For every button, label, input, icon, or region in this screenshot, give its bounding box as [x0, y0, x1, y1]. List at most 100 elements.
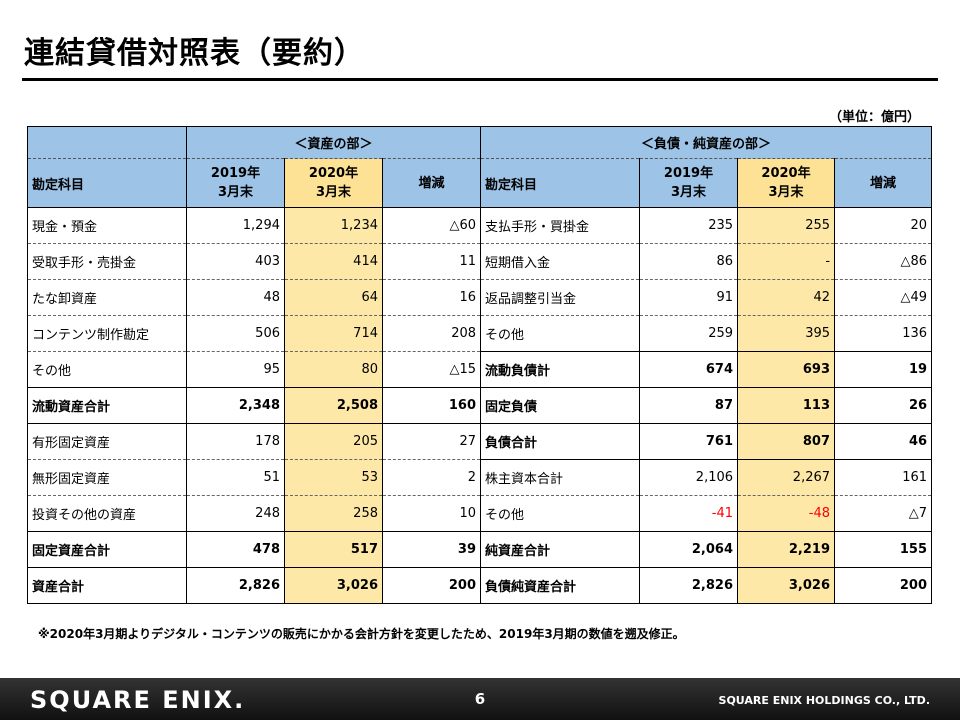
- asset-2020-value: 3,026: [284, 567, 383, 604]
- table-row: 投資その他の資産 248 258 10 その他 -41 -48 △7: [27, 495, 933, 532]
- asset-label: 無形固定資産: [27, 459, 187, 496]
- liability-label: 短期借入金: [480, 243, 641, 280]
- liability-2020-value: 42: [737, 279, 836, 316]
- assets-2019-header: 2019年 3月末: [186, 158, 285, 208]
- section-header-row: ＜資産の部＞ ＜負債・純資産の部＞: [27, 126, 933, 159]
- liability-label: 支払手形・買掛金: [480, 207, 641, 244]
- liabilities-section-header: ＜負債・純資産の部＞: [480, 126, 933, 159]
- assets-change-header: 増減: [381, 158, 482, 208]
- liabilities-2019-header-line1: 2019年: [663, 166, 714, 181]
- liability-2020-value: -48: [737, 495, 836, 532]
- liability-2019-value: 87: [639, 387, 739, 424]
- asset-2019-value: 2,348: [186, 387, 285, 424]
- liability-change-value: 26: [834, 387, 933, 424]
- liability-change-value: 20: [834, 207, 933, 244]
- liability-label: その他: [480, 495, 641, 532]
- asset-change-value: 200: [381, 567, 482, 604]
- asset-2019-value: 178: [186, 423, 285, 460]
- asset-2019-value: 403: [186, 243, 285, 280]
- asset-label: 有形固定資産: [27, 423, 187, 460]
- asset-2019-value: 95: [186, 351, 285, 388]
- liability-2019-value: 2,064: [639, 531, 739, 568]
- liability-change-value: 19: [834, 351, 933, 388]
- assets-2019-header-line2: 3月末: [217, 185, 254, 200]
- company-name: SQUARE ENIX HOLDINGS CO., LTD.: [718, 694, 930, 707]
- liability-2020-value: -: [737, 243, 836, 280]
- asset-change-value: 160: [381, 387, 482, 424]
- asset-label: 受取手形・売掛金: [27, 243, 187, 280]
- asset-2020-value: 53: [284, 459, 383, 496]
- liability-change-value: 46: [834, 423, 933, 460]
- liability-change-value: △7: [834, 495, 933, 532]
- asset-change-value: 11: [381, 243, 482, 280]
- liability-label: 株主資本合計: [480, 459, 641, 496]
- asset-2019-value: 48: [186, 279, 285, 316]
- asset-label: 流動資産合計: [27, 387, 187, 424]
- unit-label: （単位：億円）: [828, 110, 920, 125]
- section-spacer: [27, 126, 187, 159]
- table-row: コンテンツ制作勘定 506 714 208 その他 259 395 136: [27, 315, 933, 352]
- liabilities-2019-header-line2: 3月末: [670, 185, 707, 200]
- liability-label: その他: [480, 315, 641, 352]
- asset-2019-value: 478: [186, 531, 285, 568]
- liability-label: 流動負債計: [480, 351, 641, 388]
- table-row: 固定資産合計 478 517 39 純資産合計 2,064 2,219 155: [27, 531, 933, 568]
- asset-2020-value: 64: [284, 279, 383, 316]
- liability-2020-value: 693: [737, 351, 836, 388]
- table-row: 受取手形・売掛金 403 414 11 短期借入金 86 - △86: [27, 243, 933, 280]
- liability-2020-value: 2,267: [737, 459, 836, 496]
- assets-2019-header-line1: 2019年: [210, 166, 261, 181]
- assets-2020-header: 2020年 3月末: [284, 158, 383, 208]
- asset-2019-value: 506: [186, 315, 285, 352]
- asset-label: 資産合計: [27, 567, 187, 604]
- liabilities-change-header: 増減: [834, 158, 933, 208]
- asset-change-value: 10: [381, 495, 482, 532]
- assets-2020-header-line2: 3月末: [315, 185, 352, 200]
- liability-2020-value: 807: [737, 423, 836, 460]
- asset-2020-value: 2,508: [284, 387, 383, 424]
- table-row: 有形固定資産 178 205 27 負債合計 761 807 46: [27, 423, 933, 460]
- liability-2019-value: 2,106: [639, 459, 739, 496]
- liability-change-value: 136: [834, 315, 933, 352]
- liabilities-2020-header-line1: 2020年: [761, 166, 811, 181]
- table-row: 資産合計 2,826 3,026 200 負債純資産合計 2,826 3,026…: [27, 567, 933, 604]
- page-number: 6: [474, 690, 486, 708]
- asset-label: その他: [27, 351, 187, 388]
- asset-2020-value: 1,234: [284, 207, 383, 244]
- liability-2020-value: 2,219: [737, 531, 836, 568]
- liability-2019-value: 235: [639, 207, 739, 244]
- asset-change-value: 208: [381, 315, 482, 352]
- liability-label: 純資産合計: [480, 531, 641, 568]
- asset-change-value: △60: [381, 207, 482, 244]
- asset-2020-value: 205: [284, 423, 383, 460]
- liability-change-value: 155: [834, 531, 933, 568]
- asset-change-value: 27: [381, 423, 482, 460]
- liability-2020-value: 3,026: [737, 567, 836, 604]
- asset-2019-value: 248: [186, 495, 285, 532]
- asset-change-value: △15: [381, 351, 482, 388]
- liability-2020-value: 395: [737, 315, 836, 352]
- page-title: 連結貸借対照表（要約）: [24, 36, 365, 71]
- asset-label: コンテンツ制作勘定: [27, 315, 187, 352]
- liability-label: 固定負債: [480, 387, 641, 424]
- title-underline: [22, 78, 938, 81]
- asset-2019-value: 1,294: [186, 207, 285, 244]
- liabilities-2019-header: 2019年 3月末: [639, 158, 739, 208]
- liability-change-value: 200: [834, 567, 933, 604]
- asset-2020-value: 517: [284, 531, 383, 568]
- asset-label: たな卸資産: [27, 279, 187, 316]
- table-row: 無形固定資産 51 53 2 株主資本合計 2,106 2,267 161: [27, 459, 933, 496]
- assets-item-header: 勘定科目: [27, 158, 187, 208]
- asset-2019-value: 2,826: [186, 567, 285, 604]
- liability-label: 返品調整引当金: [480, 279, 641, 316]
- footnote: ※2020年3月期よりデジタル・コンテンツの販売にかかる会計方針を変更したため、…: [38, 627, 685, 641]
- liability-2019-value: 91: [639, 279, 739, 316]
- assets-2020-header-line1: 2020年: [308, 166, 359, 181]
- liability-change-value: △49: [834, 279, 933, 316]
- liability-2019-value: 2,826: [639, 567, 739, 604]
- liability-label: 負債純資産合計: [480, 567, 641, 604]
- liability-label: 負債合計: [480, 423, 641, 460]
- table-row: たな卸資産 48 64 16 返品調整引当金 91 42 △49: [27, 279, 933, 316]
- asset-change-value: 16: [381, 279, 482, 316]
- liability-2019-value: 259: [639, 315, 739, 352]
